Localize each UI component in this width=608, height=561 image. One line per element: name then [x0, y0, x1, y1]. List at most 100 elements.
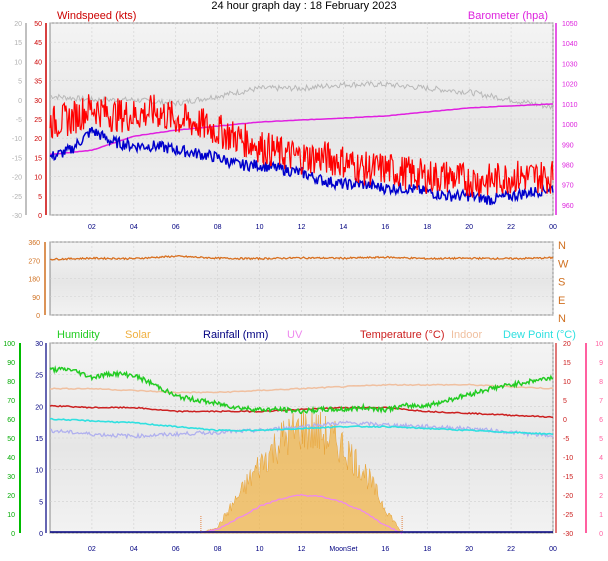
wind-x-tick-label: 00 — [549, 224, 557, 231]
temperature-tick-label: -10 — [563, 455, 573, 462]
temperature-line — [49, 404, 554, 419]
compass-label: S — [558, 277, 565, 289]
wind-x-tick-label: 04 — [130, 224, 138, 231]
rain-tick-label: 30 — [35, 341, 43, 348]
uv-tick-label: 8 — [599, 379, 603, 386]
rain-tick-label: 10 — [35, 468, 43, 475]
wind-inner-tick-label: 10 — [14, 59, 22, 66]
grey-series-line — [49, 80, 554, 110]
chart-title: 24 hour graph day : 18 February 2023 — [211, 0, 396, 12]
uv-tick-label: 7 — [599, 398, 603, 405]
wind-tick-label: 40 — [34, 59, 42, 66]
wind-inner-tick-label: 0 — [18, 98, 22, 105]
direction-tick-label: 0 — [36, 313, 40, 320]
barometer-tick-label: 1020 — [562, 82, 578, 89]
uv-tick-label: 2 — [599, 493, 603, 500]
temperature-tick-label: -5 — [563, 436, 569, 443]
legend-item: Indoor — [451, 329, 483, 341]
wind-tick-label: 25 — [34, 117, 42, 124]
wind-inner-tick-label: -5 — [16, 117, 22, 124]
temperature-tick-label: -30 — [563, 531, 573, 538]
humidity-line — [49, 365, 554, 415]
wind-inner-tick-label: 15 — [14, 40, 22, 47]
wind-x-tick-label: 08 — [214, 224, 222, 231]
humidity-x-tick-label: 18 — [423, 546, 431, 553]
barometer-tick-label: 990 — [562, 142, 574, 149]
legend-item: Humidity — [57, 329, 100, 341]
legend-item: Rainfall (mm) — [203, 329, 268, 341]
humidity-tick-label: 40 — [7, 455, 15, 462]
temperature-tick-label: 0 — [563, 417, 567, 424]
rain-tick-label: 15 — [35, 436, 43, 443]
legend-item: Dew Point (°C) — [503, 329, 576, 341]
direction-tick-label: 90 — [32, 295, 40, 302]
barometer-right-ticks: 1050 1040 1030 1020 1010 1000 990 980 970 960 — [555, 21, 578, 215]
temperature-tick-label: -15 — [563, 474, 573, 481]
direction-grid — [50, 241, 554, 316]
humidity-tick-label: 0 — [11, 531, 15, 538]
wind-panel: Windspeed (kts) Barometer (hpa) 50204515… — [12, 10, 578, 231]
compass-label: N — [558, 313, 566, 325]
wind-inner-tick-label: -15 — [12, 155, 22, 162]
humidity-tick-label: 30 — [7, 474, 15, 481]
humidity-x-tick-label: 12 — [298, 546, 306, 553]
wind-x-tick-label: 06 — [172, 224, 180, 231]
wind-inner-tick-label: -25 — [12, 194, 22, 201]
uv-tick-label: 3 — [599, 474, 603, 481]
wind-inner-tick-label: -10 — [12, 136, 22, 143]
humidity-panel: Humidity Solar Rainfall (mm) UV Temperature … — [3, 329, 603, 553]
wind-tick-label: 5 — [38, 194, 42, 201]
wind-tick-label: 45 — [34, 40, 42, 47]
temperature-tick-label: 15 — [563, 360, 571, 367]
wind-tick-label: 0 — [38, 213, 42, 220]
wind-tick-label: 50 — [34, 21, 42, 28]
humidity-x-tick-label: 16 — [381, 546, 389, 553]
humidity-x-tick-label: 10 — [256, 546, 264, 553]
humidity-tick-label: 20 — [7, 493, 15, 500]
humidity-legend: Humidity Solar Rainfall (mm) UV Temperature … — [57, 329, 576, 341]
humidity-x-tick-label: 02 — [88, 546, 96, 553]
wind-inner-tick-label: 20 — [14, 21, 22, 28]
uv-tick-label: 4 — [599, 455, 603, 462]
uv-tick-label: 10 — [595, 341, 603, 348]
uv-tick-label: 9 — [599, 360, 603, 367]
wind-x-tick-label: 18 — [423, 224, 431, 231]
humidity-x-tick-label: 20 — [465, 546, 473, 553]
humidity-tick-label: 10 — [7, 512, 15, 519]
humidity-x-tick-label: 00 — [549, 546, 557, 553]
wind-x-tick-label: 20 — [465, 224, 473, 231]
barometer-axis-title: Barometer (hpa) — [468, 10, 548, 22]
wind-inner-tick-label: 5 — [18, 79, 22, 86]
wind-tick-label: 30 — [34, 98, 42, 105]
legend-item: Solar — [125, 329, 151, 341]
barometer-tick-label: 1010 — [562, 102, 578, 109]
direction-tick-label: 180 — [28, 277, 40, 284]
humidity-x-tick-label: 08 — [214, 546, 222, 553]
wind-x-tick-label: 02 — [88, 224, 96, 231]
barometer-tick-label: 960 — [562, 203, 574, 210]
barometer-tick-label: 970 — [562, 183, 574, 190]
direction-tick-label: 360 — [28, 240, 40, 247]
rain-tick-label: 5 — [39, 499, 43, 506]
legend-item: UV — [287, 329, 303, 341]
temperature-tick-label: 10 — [563, 379, 571, 386]
compass-label: E — [558, 295, 565, 307]
humidity-tick-label: 80 — [7, 379, 15, 386]
wind-inner-tick-label: -30 — [12, 213, 22, 220]
wind-left-ticks: 50 20 45 15 40 10 35 5 30 0 25 -5 20 -10 15 -15 10 -20 5 -2… — [12, 21, 47, 220]
barometer-line — [49, 103, 553, 156]
humidity-series — [49, 365, 554, 535]
uv-tick-label: 0 — [599, 531, 603, 538]
rain-tick-label: 25 — [35, 373, 43, 380]
wind-tick-label: 35 — [34, 79, 42, 86]
barometer-tick-label: 980 — [562, 162, 574, 169]
wind-x-ticks: 02 04 06 08 10 12 14 16 18 20 22 00 — [88, 224, 557, 231]
direction-line — [49, 254, 554, 261]
wind-tick-label: 20 — [34, 136, 42, 143]
wind-x-tick-label: 16 — [381, 224, 389, 231]
